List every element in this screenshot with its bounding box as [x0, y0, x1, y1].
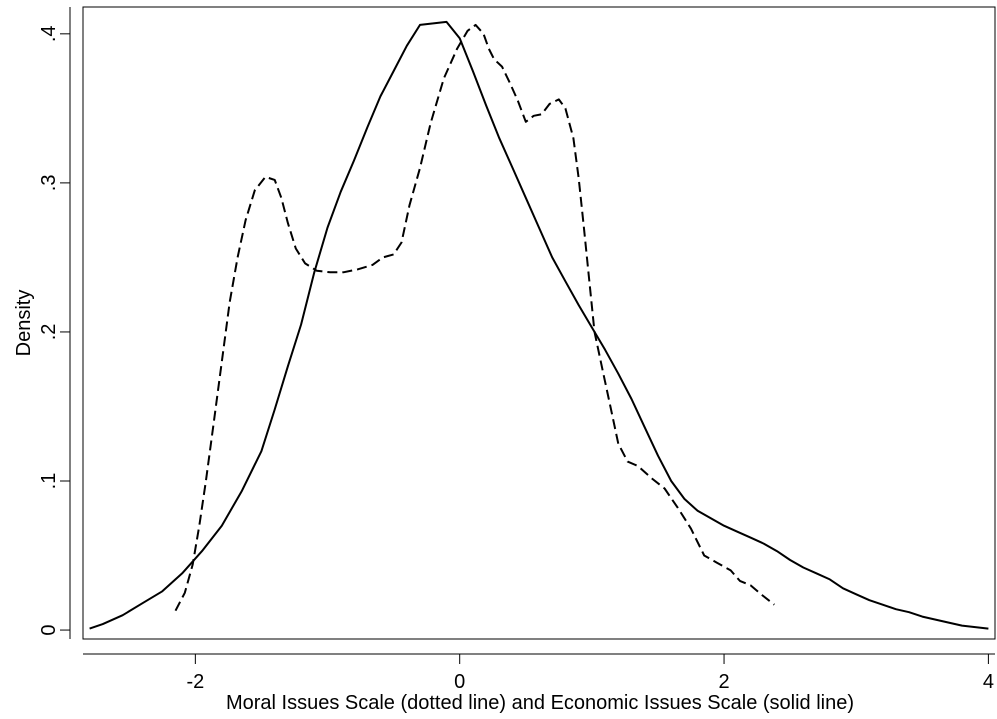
x-tick-label: 0: [454, 671, 465, 693]
moral-issues-density-line: [174, 23, 775, 612]
x-tick-label: 2: [718, 671, 729, 693]
x-axis-title: Moral Issues Scale (dotted line) and Eco…: [226, 692, 854, 714]
y-axis-title: Density: [13, 290, 35, 357]
plot-frame: [82, 6, 996, 640]
x-tick-label: -2: [186, 671, 204, 693]
y-tick-label: .1: [38, 473, 60, 490]
series-layer: [89, 20, 989, 630]
economic-issues-density-line: [89, 20, 989, 630]
y-axis-ticks: 0 .1 .2 .3 .4: [38, 25, 70, 636]
y-tick-label: .4: [38, 25, 60, 42]
x-tick-label: 4: [983, 671, 994, 693]
x-axis-ticks: -2 0 2 4: [186, 654, 994, 693]
y-tick-label: 0: [38, 624, 60, 635]
y-tick-label: .3: [38, 175, 60, 192]
y-tick-label: .2: [38, 324, 60, 341]
